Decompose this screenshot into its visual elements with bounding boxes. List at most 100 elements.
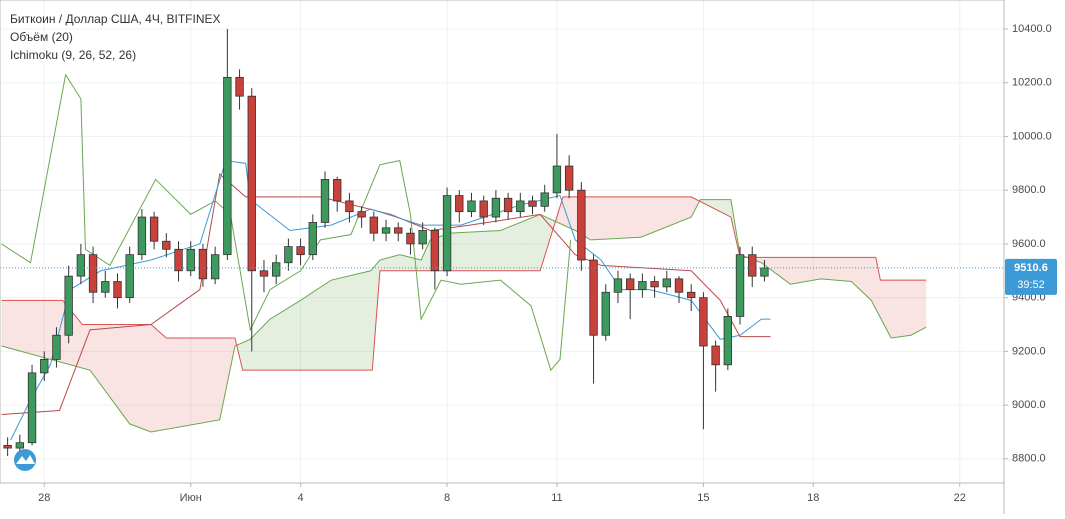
cloud-fill xyxy=(605,196,608,240)
cloud-fill xyxy=(872,257,875,307)
cloud-fill xyxy=(508,226,510,271)
cloud-fill xyxy=(608,196,611,239)
cloud-fill xyxy=(270,318,272,371)
cloud-fill xyxy=(854,257,856,286)
cloud-fill xyxy=(256,331,258,371)
cloud-fill xyxy=(129,324,132,425)
indicator-label: Ichimoku (9, 26, 52, 26) xyxy=(10,48,136,62)
cloud-fill xyxy=(592,196,594,240)
cloud-fill xyxy=(140,324,142,429)
candle-body xyxy=(577,189,586,261)
cloud-fill xyxy=(334,279,336,371)
cloud-fill xyxy=(488,231,490,271)
cloud-fill xyxy=(137,324,139,428)
indicator-line xyxy=(1,196,927,371)
cloud-fill xyxy=(212,337,214,422)
candle-body xyxy=(3,444,12,449)
y-tick-label: 9600.0 xyxy=(1012,238,1046,250)
cloud-fill xyxy=(663,196,666,229)
cloud-fill xyxy=(633,196,635,238)
cloud-fill xyxy=(802,257,805,283)
cloud-fill xyxy=(135,324,138,427)
candle-body xyxy=(638,281,647,290)
cloud-fill xyxy=(308,294,310,371)
candle-body xyxy=(699,297,708,347)
cloud-fill xyxy=(7,300,10,349)
cloud-fill xyxy=(402,255,405,271)
cloud-fill xyxy=(341,277,344,371)
cloud-fill xyxy=(527,218,530,271)
candle-body xyxy=(174,248,183,272)
cloud-fill xyxy=(346,276,348,371)
cloud-fill xyxy=(202,337,205,423)
cloud-fill xyxy=(79,320,81,368)
cloud-fill xyxy=(639,196,641,238)
cloud-fill xyxy=(650,196,652,234)
cloud-fill xyxy=(36,300,39,357)
cloud-fill xyxy=(222,337,225,406)
x-tick-label: 11 xyxy=(551,492,562,504)
cloud-fill xyxy=(625,196,628,239)
cloud-fill xyxy=(651,196,654,233)
indicator-line xyxy=(1,73,572,372)
cloud-fill xyxy=(848,257,850,282)
cloud-fill xyxy=(28,300,31,354)
cloud-fill xyxy=(526,219,528,271)
cloud-fill xyxy=(482,231,484,271)
cloud-fill xyxy=(372,267,374,371)
candle-body xyxy=(27,372,37,444)
cloud-fill xyxy=(541,215,544,266)
cloud-fill xyxy=(321,285,324,371)
cloud-fill xyxy=(765,257,768,268)
cloud-fill xyxy=(22,300,25,353)
cloud-fill xyxy=(851,257,853,283)
cloud-fill xyxy=(642,196,644,237)
cloud-fill xyxy=(479,231,481,271)
cloud-fill xyxy=(678,196,681,222)
cloud-fill xyxy=(62,300,65,364)
cloud-fill xyxy=(265,322,268,371)
cloud-fill xyxy=(871,257,873,304)
cloud-fill xyxy=(398,254,400,271)
cloud-fill xyxy=(827,257,829,280)
cloud-fill xyxy=(73,313,75,367)
cloud-fill xyxy=(773,257,776,273)
cloud-fill xyxy=(167,337,170,430)
cloud-fill xyxy=(912,280,914,335)
cloud-fill xyxy=(259,328,261,371)
cloud-fill xyxy=(532,216,535,271)
candle-body xyxy=(406,232,415,245)
cloud-fill xyxy=(675,196,678,224)
cloud-fill xyxy=(428,239,431,271)
cloud-fill xyxy=(363,272,365,371)
candle-body xyxy=(76,254,86,277)
cloud-fill xyxy=(381,259,383,271)
cloud-fill xyxy=(778,257,780,277)
cloud-fill xyxy=(805,257,808,282)
cloud-fill xyxy=(161,333,164,431)
cloud-fill xyxy=(148,324,150,432)
cloud-fill xyxy=(291,305,293,371)
cloud-fill xyxy=(628,196,631,238)
cloud-fill xyxy=(704,199,707,205)
cloud-fill xyxy=(386,257,388,271)
cloud-fill xyxy=(769,257,771,270)
cloud-fill xyxy=(868,257,870,299)
cloud-fill xyxy=(884,280,887,330)
cloud-fill xyxy=(543,215,545,261)
cloud-fill xyxy=(80,322,83,369)
cloud-fill xyxy=(260,326,263,371)
cloud-fill xyxy=(656,196,658,232)
cloud-fill xyxy=(141,324,144,430)
cloud-fill xyxy=(598,196,600,240)
cloud-fill xyxy=(535,215,538,271)
candle-body xyxy=(137,216,147,256)
cloud-fill xyxy=(215,337,217,421)
cloud-fill xyxy=(280,311,283,371)
candle-body xyxy=(479,200,488,218)
cloud-fill xyxy=(486,231,489,271)
cloud-fill xyxy=(471,231,474,271)
cloud-fill xyxy=(596,196,599,240)
cloud-fill xyxy=(277,313,280,371)
cloud-fill xyxy=(4,300,7,348)
